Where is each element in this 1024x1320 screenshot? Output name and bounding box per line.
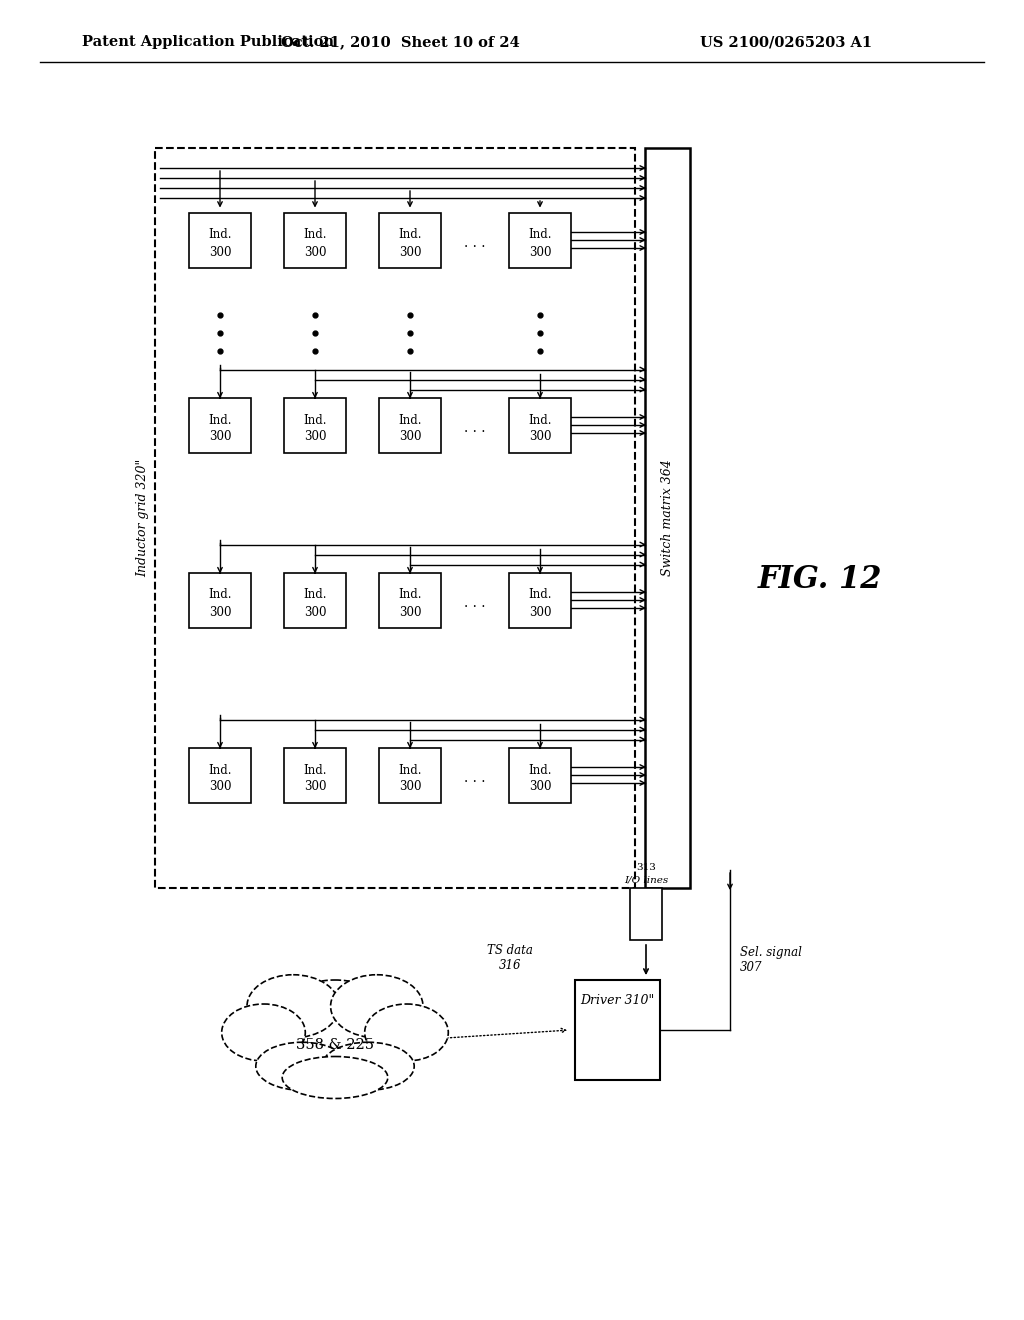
Text: Ind.: Ind. (208, 413, 231, 426)
Ellipse shape (222, 1005, 305, 1061)
Text: Ind.: Ind. (398, 413, 422, 426)
Bar (189, 573, 251, 627)
Text: . . .: . . . (464, 421, 485, 436)
Text: Ind.: Ind. (528, 413, 552, 426)
Ellipse shape (331, 974, 423, 1038)
Text: TS data
316: TS data 316 (487, 944, 532, 972)
Text: 300: 300 (528, 780, 551, 793)
Text: 358 & 225: 358 & 225 (296, 1038, 374, 1052)
Text: Ind.: Ind. (528, 763, 552, 776)
Bar (284, 573, 346, 627)
Text: Ind.: Ind. (398, 763, 422, 776)
Text: 300: 300 (398, 430, 421, 444)
Bar (284, 747, 346, 803)
Text: Ind.: Ind. (528, 589, 552, 602)
Text: Switch matrix 364: Switch matrix 364 (662, 459, 674, 577)
Text: 300: 300 (209, 606, 231, 619)
Text: 300: 300 (304, 606, 327, 619)
Text: 300: 300 (209, 430, 231, 444)
Bar (189, 747, 251, 803)
Bar (379, 747, 441, 803)
Text: FIG. 12: FIG. 12 (758, 565, 883, 595)
Bar (509, 213, 571, 268)
Text: 300: 300 (304, 246, 327, 259)
Text: Ind.: Ind. (208, 763, 231, 776)
Text: 300: 300 (398, 246, 421, 259)
Bar (379, 397, 441, 453)
Bar (284, 213, 346, 268)
Text: 300: 300 (304, 430, 327, 444)
Ellipse shape (256, 1043, 348, 1090)
Text: Patent Application Publication: Patent Application Publication (82, 36, 334, 49)
Bar (284, 397, 346, 453)
Text: Ind.: Ind. (303, 228, 327, 242)
Bar (189, 213, 251, 268)
Text: Ind.: Ind. (303, 589, 327, 602)
Text: Ind.: Ind. (303, 413, 327, 426)
Ellipse shape (322, 1043, 414, 1090)
Bar (155, 148, 635, 888)
Text: Ind.: Ind. (398, 228, 422, 242)
Ellipse shape (247, 974, 339, 1038)
Bar (509, 573, 571, 627)
Bar (189, 397, 251, 453)
Text: . . .: . . . (464, 771, 485, 785)
Text: 300: 300 (209, 246, 231, 259)
Bar (575, 979, 660, 1080)
Text: 300: 300 (528, 246, 551, 259)
Text: Ind.: Ind. (208, 589, 231, 602)
Text: 300: 300 (304, 780, 327, 793)
Text: 300: 300 (528, 430, 551, 444)
Bar (509, 747, 571, 803)
Bar (630, 888, 662, 940)
Text: US 2100/0265203 A1: US 2100/0265203 A1 (700, 36, 872, 49)
Text: Driver 310": Driver 310" (581, 994, 654, 1006)
Text: 300: 300 (209, 780, 231, 793)
Text: . . .: . . . (464, 236, 485, 249)
Bar (379, 213, 441, 268)
Bar (509, 397, 571, 453)
Text: Inductor grid 320": Inductor grid 320" (136, 459, 150, 577)
Ellipse shape (274, 979, 395, 1063)
Text: 300: 300 (398, 780, 421, 793)
Text: Ind.: Ind. (398, 589, 422, 602)
Bar (645, 148, 690, 888)
Bar (379, 573, 441, 627)
Text: I/O lines: I/O lines (624, 875, 668, 884)
Text: Ind.: Ind. (208, 228, 231, 242)
Text: Ind.: Ind. (528, 228, 552, 242)
Text: 313: 313 (636, 863, 656, 873)
Text: Oct. 21, 2010  Sheet 10 of 24: Oct. 21, 2010 Sheet 10 of 24 (281, 36, 519, 49)
Text: 300: 300 (398, 606, 421, 619)
Text: 300: 300 (528, 606, 551, 619)
Text: Sel. signal
307: Sel. signal 307 (740, 946, 802, 974)
Text: Ind.: Ind. (303, 763, 327, 776)
Text: . . .: . . . (464, 597, 485, 610)
Ellipse shape (365, 1005, 449, 1061)
Ellipse shape (283, 1056, 388, 1098)
